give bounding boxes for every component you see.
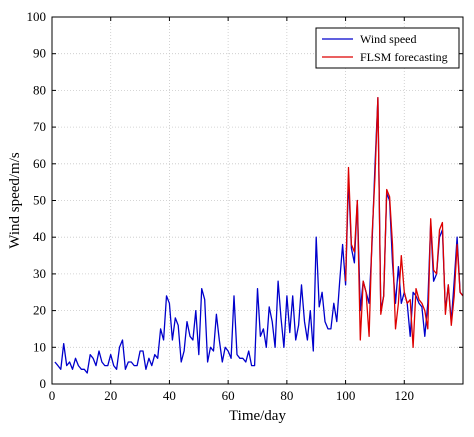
- y-tick-label: 0: [40, 376, 47, 391]
- series-line-flsm-forecasting: [344, 97, 464, 348]
- x-tick-label: 80: [280, 388, 293, 403]
- x-tick-label: 100: [336, 388, 356, 403]
- x-tick-label: 20: [104, 388, 117, 403]
- x-tick-label: 0: [49, 388, 56, 403]
- grid-lines: [52, 17, 463, 384]
- y-tick-label: 10: [33, 339, 46, 354]
- legend-box: [315, 27, 460, 69]
- y-axis-label: Wind speed/m/s: [7, 152, 23, 249]
- legend: Wind speed FLSM forecasting: [315, 27, 460, 69]
- x-axis-label: Time/day: [229, 408, 286, 424]
- y-tick-label: 80: [33, 82, 46, 97]
- x-tick-label: 120: [395, 388, 415, 403]
- y-tick-label: 90: [33, 46, 46, 61]
- legend-label-flsm-forecasting: FLSM forecasting: [360, 50, 448, 64]
- y-tick-label: 50: [33, 193, 46, 208]
- series-layer: [54, 97, 464, 374]
- y-tick-label: 100: [27, 9, 47, 24]
- x-tick-label: 60: [222, 388, 235, 403]
- legend-label-wind-speed: Wind speed: [360, 32, 417, 46]
- y-tick-label: 40: [33, 229, 46, 244]
- y-tick-label: 60: [33, 156, 46, 171]
- y-tick-label: 30: [33, 266, 46, 281]
- axis-ticks: 0 10 20 30 40 50 60 70 80 90 100 0 20 40 60 80 100 120: [27, 9, 463, 403]
- plot-background: [52, 17, 463, 384]
- y-tick-label: 70: [33, 119, 46, 134]
- y-tick-label: 20: [33, 303, 46, 318]
- x-tick-label: 40: [163, 388, 176, 403]
